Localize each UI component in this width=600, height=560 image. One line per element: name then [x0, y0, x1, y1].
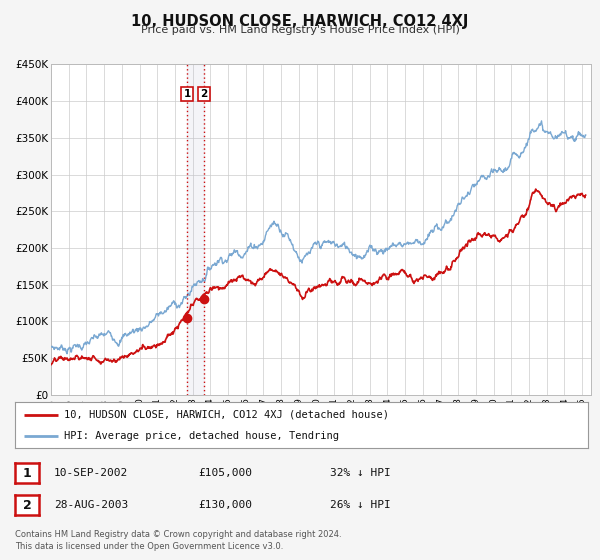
Text: 10-SEP-2002: 10-SEP-2002	[54, 468, 128, 478]
Text: £130,000: £130,000	[198, 500, 252, 510]
Text: 10, HUDSON CLOSE, HARWICH, CO12 4XJ: 10, HUDSON CLOSE, HARWICH, CO12 4XJ	[131, 14, 469, 29]
Text: 26% ↓ HPI: 26% ↓ HPI	[330, 500, 391, 510]
Text: 2: 2	[23, 498, 31, 512]
Text: Price paid vs. HM Land Registry's House Price Index (HPI): Price paid vs. HM Land Registry's House …	[140, 25, 460, 35]
Text: 28-AUG-2003: 28-AUG-2003	[54, 500, 128, 510]
Text: 10, HUDSON CLOSE, HARWICH, CO12 4XJ (detached house): 10, HUDSON CLOSE, HARWICH, CO12 4XJ (det…	[64, 409, 389, 419]
Text: 1: 1	[184, 89, 191, 99]
Text: This data is licensed under the Open Government Licence v3.0.: This data is licensed under the Open Gov…	[15, 542, 283, 550]
Text: 1: 1	[23, 466, 31, 480]
Text: £105,000: £105,000	[198, 468, 252, 478]
Text: Contains HM Land Registry data © Crown copyright and database right 2024.: Contains HM Land Registry data © Crown c…	[15, 530, 341, 539]
Text: 32% ↓ HPI: 32% ↓ HPI	[330, 468, 391, 478]
Text: 2: 2	[200, 89, 208, 99]
Text: HPI: Average price, detached house, Tendring: HPI: Average price, detached house, Tend…	[64, 431, 339, 441]
Bar	[187, 64, 204, 395]
